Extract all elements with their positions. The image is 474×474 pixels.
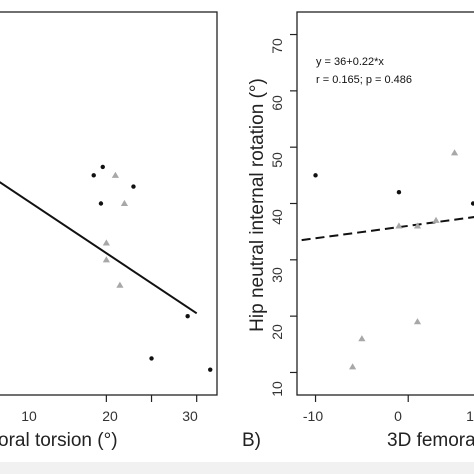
data-point-a-triangle-3	[102, 256, 110, 263]
plot-frame-b	[296, 11, 474, 396]
y-axis-title-b: Hip neutral internal rotation (°)	[247, 78, 268, 332]
tick-label-b-y-30: 30	[269, 267, 285, 283]
data-point-a-triangle-4	[116, 281, 124, 288]
tick-label-b-x-neg10: -10	[303, 408, 323, 424]
tick-label-b-x-cut: 1	[466, 408, 474, 424]
x-axis-title-b: 3D femoral torsion (°)	[387, 430, 474, 451]
tick-label-b-y-10: 10	[269, 381, 285, 397]
data-point-b-triangle-4	[358, 335, 366, 342]
data-point-b-triangle-2	[432, 216, 440, 223]
tick-label-b-y-40: 40	[269, 209, 285, 225]
data-point-b-circle-1	[396, 190, 402, 195]
data-point-a-circle-5	[149, 356, 154, 361]
tick-label-a-x-1: 10	[21, 408, 37, 424]
tick-label-b-y-70: 70	[269, 38, 285, 54]
plot-frame-a	[0, 11, 218, 396]
chart-panel-b: 10 20 30 40 50 60 70 Hip neutral interna…	[242, 11, 474, 451]
data-point-a-circle-0	[91, 173, 96, 178]
tick-label-b-y-50: 50	[269, 152, 285, 168]
panel-label-b: B)	[242, 430, 261, 451]
series-marks-a	[0, 164, 213, 372]
data-point-a-circle-2	[98, 201, 104, 206]
data-point-a-circle-4	[185, 313, 190, 319]
tick-label-a-x-2: 20	[102, 408, 118, 424]
data-point-a-circle-1	[100, 164, 105, 170]
tick-label-b-y-60: 60	[269, 95, 285, 111]
axis-ticks-b	[290, 33, 409, 402]
fit-line-b	[301, 216, 474, 242]
data-point-a-circle-6	[208, 367, 213, 372]
data-point-b-circle-0	[313, 173, 318, 178]
data-point-b-triangle-1	[413, 222, 422, 229]
tick-label-b-x-0: 0	[394, 408, 402, 424]
data-point-a-triangle-2	[102, 239, 110, 246]
x-axis-title-a: oral torsion (°)	[0, 430, 118, 451]
data-point-a-triangle-0	[111, 171, 120, 178]
correlation-annotation: r = 0.165; p = 0.486	[316, 74, 412, 86]
data-point-b-triangle-3	[450, 149, 459, 156]
tick-label-b-y-20: 20	[269, 324, 285, 340]
footer-strip	[0, 462, 474, 474]
chart-panel-a: 10 20 30 oral torsion (°)	[0, 11, 218, 451]
x-axis-ticks-a	[105, 395, 198, 402]
data-point-a-triangle-1	[120, 199, 129, 207]
data-point-b-circle-2	[470, 201, 474, 206]
data-point-b-triangle-5	[349, 363, 357, 370]
fit-line-a	[0, 181, 198, 315]
data-point-b-triangle-6	[413, 318, 422, 325]
data-point-b-triangle-0	[395, 222, 403, 229]
series-marks-b	[301, 149, 474, 370]
tick-label-a-x-3: 30	[182, 408, 198, 424]
data-point-a-circle-3	[131, 184, 136, 189]
equation-annotation: y = 36+0.22*x	[316, 56, 384, 68]
